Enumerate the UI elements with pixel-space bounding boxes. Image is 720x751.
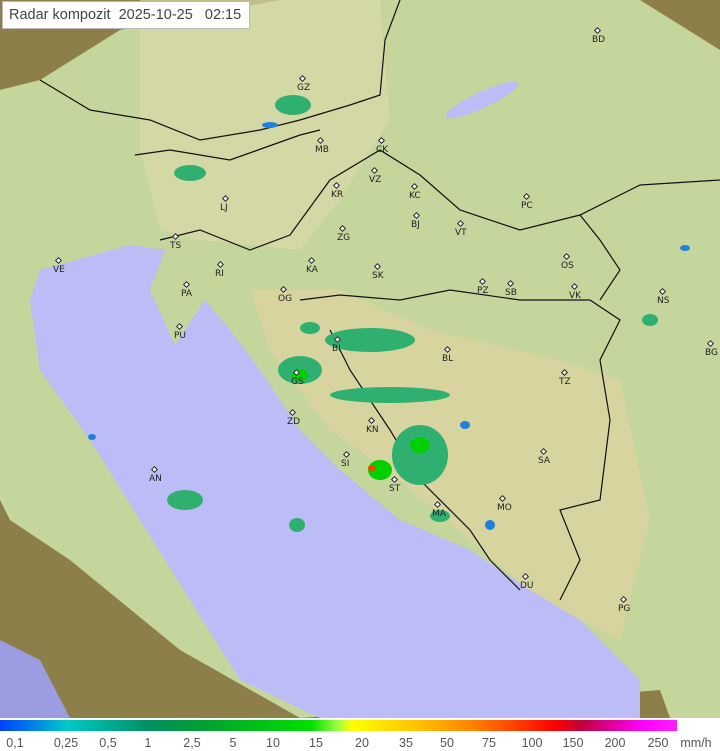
adriatic-sea xyxy=(30,245,640,718)
scale-tick-label: 5 xyxy=(229,736,237,750)
scale-tick-label: 35 xyxy=(399,736,413,750)
city-label: KR xyxy=(331,190,344,200)
city-label: GS xyxy=(291,377,304,387)
city-label: PG xyxy=(618,604,631,614)
city-label: MB xyxy=(315,145,329,155)
city-label: OG xyxy=(278,294,293,304)
map-title: Radar kompozit 2025-10-25 02:15 xyxy=(2,1,251,29)
city-label: SK xyxy=(372,271,384,281)
city-label: VZ xyxy=(369,175,382,185)
city-label: KA xyxy=(306,265,318,275)
country-borders xyxy=(39,0,720,601)
city-label: VT xyxy=(455,228,467,238)
city-label: TS xyxy=(170,241,182,251)
scale-tick-label: 0,25 xyxy=(53,736,79,750)
city-label: SI xyxy=(341,459,350,469)
scale-tick-label: 250 xyxy=(647,736,669,750)
city-label: MO xyxy=(497,503,512,513)
scale-ticks: 0,1 0,25 0,5 1 2,5 5 10 15 20 35 50 75 100 150 200 250 m… xyxy=(0,736,720,751)
city-label: PA xyxy=(181,289,193,299)
city-label: GZ xyxy=(297,83,311,93)
city-label: PZ xyxy=(477,286,489,296)
scale-tick-label: 150 xyxy=(562,736,584,750)
city-label: NS xyxy=(657,296,670,306)
city-label: ST xyxy=(389,484,401,494)
city-label: CK xyxy=(376,145,389,155)
scale-tick-label: 20 xyxy=(355,736,369,750)
city-label: AN xyxy=(149,474,162,484)
title-time: 02:15 xyxy=(204,7,242,23)
city-label: VE xyxy=(53,265,65,275)
dinaric-terrain xyxy=(250,290,650,640)
scale-tick-label: 15 xyxy=(309,736,323,750)
precipitation-color-scale xyxy=(0,720,677,731)
city-label: ZG xyxy=(337,233,351,243)
city-label: PC xyxy=(521,201,533,211)
lake-balaton xyxy=(445,81,519,119)
city-label: BJ xyxy=(411,220,420,230)
scale-tick-label: 0,5 xyxy=(99,736,117,750)
radar-map[interactable] xyxy=(0,0,720,718)
city-label: DU xyxy=(520,581,534,591)
city-label: KC xyxy=(409,191,421,201)
city-label: TZ xyxy=(559,377,571,387)
city-label: KN xyxy=(366,425,379,435)
city-label: BD xyxy=(592,35,606,45)
scale-tick-label: 10 xyxy=(266,736,280,750)
city-label: BI xyxy=(332,344,341,354)
scale-tick-label: 50 xyxy=(440,736,454,750)
city-label: PU xyxy=(174,331,187,341)
city-label: BL xyxy=(442,354,454,364)
scale-tick-label: 200 xyxy=(604,736,626,750)
scale-tick-label: 1 xyxy=(144,736,152,750)
scale-tick-label: 75 xyxy=(482,736,496,750)
city-label: RI xyxy=(215,269,224,279)
city-label: LJ xyxy=(220,203,228,213)
city-label: MA xyxy=(432,509,446,519)
city-label: VK xyxy=(569,291,582,301)
city-label: BG xyxy=(705,348,718,358)
city-label: OS xyxy=(561,261,574,271)
city-label: SA xyxy=(538,456,551,466)
scale-tick-label: 100 xyxy=(521,736,543,750)
title-label: Radar kompozit xyxy=(9,7,111,23)
city-label: SB xyxy=(505,288,517,298)
scale-tick-label: 2,5 xyxy=(183,736,201,750)
city-label: ZD xyxy=(287,417,301,427)
tyrrhenian-sea xyxy=(0,640,70,718)
precipitation-echoes xyxy=(88,95,690,532)
scale-unit: mm/h xyxy=(680,736,712,750)
title-date: 2025-10-25 xyxy=(118,7,193,23)
scale-tick-label: 0,1 xyxy=(6,736,24,750)
